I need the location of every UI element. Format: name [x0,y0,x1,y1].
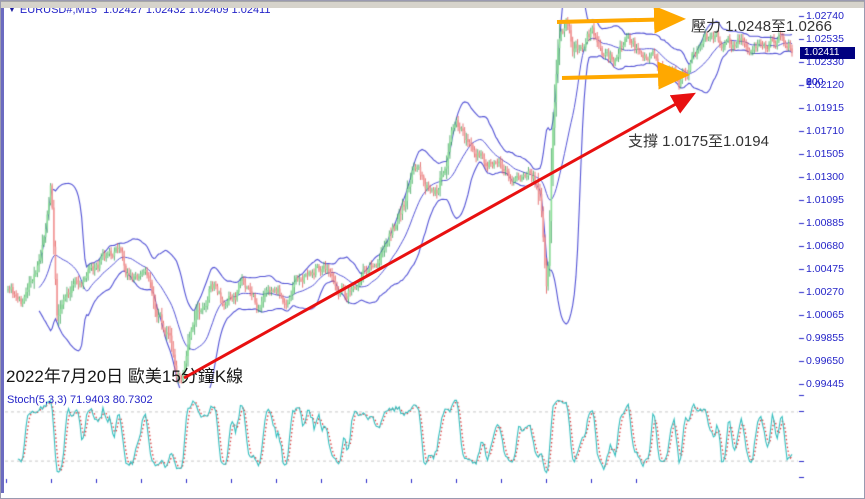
price-tick-label: 1.00885 [806,217,844,230]
time-axis[interactable]: 13 Jul 202213 Jul 17:1514 Jul 01:1514 Ju… [1,479,864,493]
stoch-tick-label: 100 [806,76,824,88]
stoch-tick-label: 80 [806,76,818,88]
annotation-resistance-text: 壓力 1.0248至1.0266 [691,18,832,35]
indicator-name: Stoch(5,3,3) [7,394,67,406]
price-tick-label: 1.01505 [806,147,844,160]
price-tick-label: 0.99445 [806,377,844,390]
price-tick-label: 1.00270 [806,285,844,298]
price-tick-label: 1.01300 [806,170,844,183]
price-tick-label: 1.00065 [806,308,844,321]
current-price-tag: 1.02411 [800,47,855,59]
price-tick-label: 1.00475 [806,262,844,275]
stoch-axis: 100 80 20 0 [799,76,864,479]
annotation-support-text: 支撐 1.0175至1.0194 [628,133,769,150]
stoch-tick-label: 20 [806,76,818,88]
symbol-dropdown-icon[interactable]: ▼ [8,5,16,14]
price-tick-label: 1.02120 [806,79,844,92]
bottom-scrollbar[interactable] [1,1,864,8]
price-tick-label: 1.01710 [806,125,844,138]
annotation-caption: 2022年7月20日 歐美15分鐘K線 [6,367,244,386]
price-tick-label: 1.01915 [806,102,844,115]
indicator-values: 71.9403 80.7302 [69,394,153,406]
indicator-label: Stoch(5,3,3) 71.9403 80.7302 [7,394,153,406]
price-tick-label: 0.99855 [806,332,844,345]
window-right-border [1,1,4,493]
price-axis[interactable]: 1.02740 1.02535 1.02330 1.02120 1.01915 1.017… [799,3,864,390]
price-tick-label: 1.01095 [806,193,844,206]
price-tick-label: 0.99650 [806,355,844,368]
price-tick-label: 1.02535 [806,32,844,45]
stoch-tick-label: 0 [806,76,812,88]
price-tick-label: 1.02740 [806,10,844,22]
price-tick-label: 1.00680 [806,240,844,253]
